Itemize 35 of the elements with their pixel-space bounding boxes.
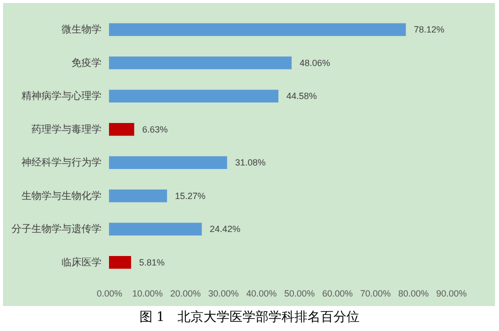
text: 图 1 北京大学医学部学科排名百分位 xyxy=(138,309,361,326)
bar xyxy=(109,90,278,102)
data-label: 31.08% xyxy=(235,158,266,168)
y-tick-label: 生物学与生物化学 xyxy=(22,190,102,202)
bar xyxy=(109,56,292,70)
x-tick-label: 10.00% xyxy=(132,288,163,298)
y-tick-label: 药理学与毒理学 xyxy=(32,123,102,136)
x-tick-label: 70.00% xyxy=(360,288,391,298)
x-tick-label: 80.00% xyxy=(398,288,429,298)
x-tick-label: 50.00% xyxy=(284,288,315,298)
x-tick-label: 20.00% xyxy=(170,288,201,298)
x-tick-label: 40.00% xyxy=(246,288,277,298)
x-tick-label: 30.00% xyxy=(208,288,239,298)
bar xyxy=(109,190,168,202)
bar xyxy=(109,23,406,36)
y-tick-label: 免疫学 xyxy=(72,56,102,69)
data-label: 24.42% xyxy=(210,224,240,234)
y-tick-label: 神经科学与行为学 xyxy=(22,156,102,169)
data-label: 44.58% xyxy=(286,91,317,102)
y-tick-label: 分子生物学与遗传学 xyxy=(12,223,102,236)
bar xyxy=(109,156,228,169)
y-tick-label: 微生物学 xyxy=(62,24,102,36)
data-label: 15.27% xyxy=(175,190,206,201)
data-label: 48.06% xyxy=(300,58,330,68)
data-label: 78.12% xyxy=(414,24,444,35)
y-tick-label: 精神病学与心理学 xyxy=(22,90,102,102)
data-label: 5.81% xyxy=(139,257,165,268)
x-tick-label: 0.00% xyxy=(96,288,122,298)
bar xyxy=(109,123,134,136)
bar xyxy=(109,256,132,269)
bar xyxy=(109,222,202,236)
y-tick-label: 临床医学 xyxy=(62,256,102,268)
x-tick-label: 90.00% xyxy=(436,288,467,298)
data-label: 6.63% xyxy=(142,124,168,134)
x-tick-label: 60.00% xyxy=(322,288,353,298)
